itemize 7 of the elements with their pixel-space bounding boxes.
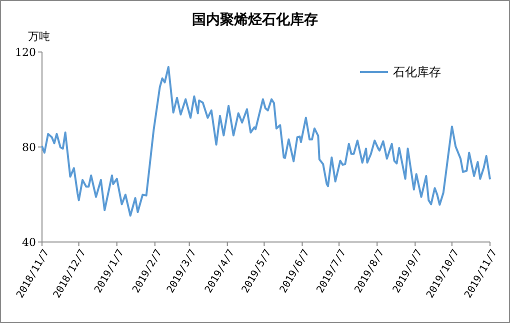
legend-label: 石化库存 [393,65,441,80]
y-tick-label: 40 [22,236,36,249]
y-tick-label: 80 [22,140,36,154]
line-series [41,66,491,217]
chart-title: 国内聚烯烃石化库存 [192,11,318,28]
y-axis-title: 万吨 [28,30,50,43]
y-tick-label: 120 [15,46,36,59]
